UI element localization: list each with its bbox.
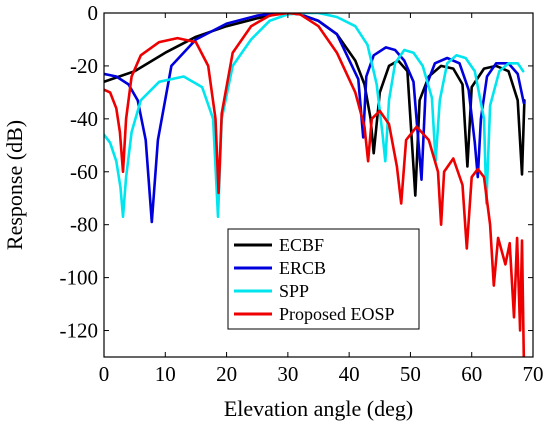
series-line-4: [104, 13, 526, 357]
series-line-2: [104, 13, 526, 224]
y-tick-label: -60: [70, 160, 98, 184]
x-tick-label: 40: [339, 362, 360, 386]
y-tick-label: 0: [88, 1, 99, 25]
x-tick-label: 0: [99, 362, 110, 386]
x-axis-title: Elevation angle (deg): [224, 396, 413, 421]
y-axis-title: Response (dB): [2, 120, 27, 250]
legend: ECBF ERCB SPP Proposed EOSP: [227, 228, 420, 330]
series-line-1: [104, 13, 526, 197]
x-tick-label: 70: [523, 362, 544, 386]
x-tick-label: 50: [400, 362, 421, 386]
axis-ticks: 0 10 20 30 40 50 60 70 0 -20 -40 -60 -80 -100 -120: [60, 1, 544, 386]
series-line-3: [104, 13, 525, 219]
y-tick-label: -80: [70, 213, 98, 237]
legend-label: ECBF: [279, 235, 324, 255]
y-tick-label: -40: [70, 107, 98, 131]
series-layer: [104, 13, 526, 357]
x-tick-label: 20: [216, 362, 237, 386]
y-tick-label: -20: [70, 54, 98, 78]
x-tick-label: 30: [277, 362, 298, 386]
legend-label: ERCB: [279, 258, 326, 278]
plot-frame: [103, 12, 534, 358]
x-tick-label: 60: [461, 362, 482, 386]
y-tick-label: -100: [60, 266, 99, 290]
y-tick-label: -120: [60, 319, 99, 343]
legend-label: SPP: [279, 281, 309, 301]
legend-label: Proposed EOSP: [279, 304, 395, 324]
x-tick-label: 10: [155, 362, 176, 386]
